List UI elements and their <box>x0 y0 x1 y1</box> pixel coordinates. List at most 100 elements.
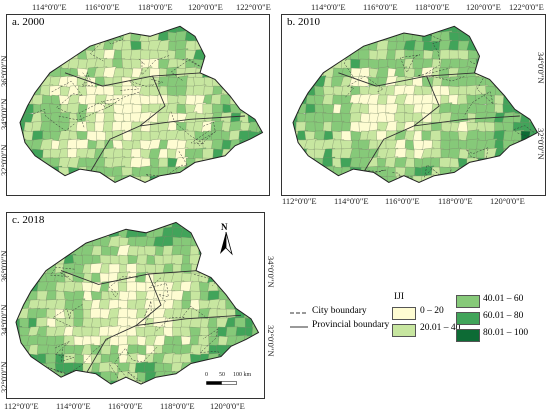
county-cell <box>78 185 89 195</box>
county-cell <box>296 31 309 44</box>
county-cell <box>512 40 525 53</box>
county-cell <box>494 58 507 71</box>
county-cell <box>235 290 248 303</box>
tick-a-left-1: 34°0'0"N <box>0 98 9 130</box>
county-cell <box>225 263 239 276</box>
county-cell <box>180 371 194 384</box>
county-cell <box>186 175 198 183</box>
county-cell <box>521 31 534 44</box>
county-cell <box>412 184 425 195</box>
county-cell <box>63 389 76 398</box>
provincial-boundary-symbol <box>290 326 308 328</box>
region-outline <box>15 221 260 385</box>
county-cell <box>110 390 121 398</box>
county-cell <box>20 67 27 80</box>
county-cell <box>20 31 27 44</box>
county-cell <box>312 39 327 53</box>
county-cell <box>255 57 263 71</box>
county-cell <box>521 157 534 170</box>
county-cell <box>247 49 261 62</box>
county-cell <box>341 26 354 35</box>
county-cell <box>35 235 50 249</box>
county-cell <box>37 390 50 398</box>
county-cell <box>51 40 63 53</box>
county-cell <box>521 40 534 53</box>
county-cell <box>158 175 171 183</box>
county-cell <box>16 262 23 276</box>
county-cell <box>350 175 363 183</box>
county-cell <box>56 390 67 398</box>
county-cell <box>465 26 480 35</box>
provincial-boundary <box>60 270 199 285</box>
county-cell <box>137 390 148 398</box>
county-cell <box>213 166 225 179</box>
county-cell <box>32 185 45 196</box>
county-cell <box>295 40 309 53</box>
county-cell <box>66 39 81 53</box>
tick-c-bottom-3: 118°0'0"E <box>160 401 195 411</box>
county-cell <box>248 40 261 53</box>
county-cell <box>256 31 263 44</box>
county-cell <box>81 222 95 231</box>
county-cell <box>67 184 80 195</box>
county-cell <box>423 185 434 195</box>
county-cell <box>530 26 538 35</box>
county-cell <box>331 40 345 53</box>
county-cell <box>439 175 453 183</box>
county-cell <box>503 31 516 44</box>
county-cell <box>164 380 176 385</box>
scale-label-50: 50 <box>219 372 225 378</box>
county-cell <box>520 139 534 152</box>
city-boundary <box>170 110 210 144</box>
county-cell <box>484 157 498 170</box>
county-cell <box>511 49 525 62</box>
county-cell <box>202 175 216 183</box>
county-cell <box>202 31 216 44</box>
county-cell <box>40 175 54 183</box>
county-cell <box>58 26 72 35</box>
county-cell <box>20 94 27 107</box>
county-cell <box>257 67 263 80</box>
county-cell <box>183 165 198 179</box>
county-cell <box>204 49 216 62</box>
county-cell <box>360 185 371 195</box>
provincial-boundaries <box>338 72 520 173</box>
county-cell <box>485 185 497 195</box>
county-cell <box>242 253 257 267</box>
county-cell <box>215 262 230 276</box>
county-cell <box>19 281 32 294</box>
county-cell <box>198 222 212 231</box>
county-cell <box>501 57 516 71</box>
tick-c-left-1: 34°0'0"N <box>0 304 9 336</box>
county-cell <box>244 272 257 285</box>
county-cells <box>293 26 538 195</box>
county-cell <box>166 184 179 195</box>
legend-label-0: 0 – 20 <box>420 306 444 316</box>
county-cell <box>315 175 327 183</box>
county-cell <box>174 175 189 183</box>
legend-label-3: 60.01 – 80 <box>483 311 524 321</box>
tick-b-bottom-1: 114°0'0"E <box>334 196 369 206</box>
county-cell <box>255 26 263 35</box>
county-cell <box>256 148 263 161</box>
county-cell <box>67 175 81 183</box>
county-cell <box>179 379 194 385</box>
county-cell <box>255 157 263 170</box>
county-cell <box>257 185 269 195</box>
county-cell <box>85 31 99 44</box>
north-label: N <box>221 222 228 232</box>
county-cell <box>22 157 36 170</box>
county-cell <box>108 222 122 231</box>
county-cell <box>465 165 480 179</box>
provincial-boundaries <box>64 72 246 173</box>
scale-label-0: 0 <box>205 372 208 378</box>
county-cell <box>458 175 471 183</box>
county-cell <box>20 57 27 71</box>
county-cell <box>220 76 234 89</box>
county-cell <box>339 39 354 53</box>
county-cell <box>119 390 130 398</box>
county-cell <box>41 31 54 44</box>
city-boundary <box>424 164 452 180</box>
county-cell <box>503 166 516 179</box>
county-cell <box>422 26 435 35</box>
